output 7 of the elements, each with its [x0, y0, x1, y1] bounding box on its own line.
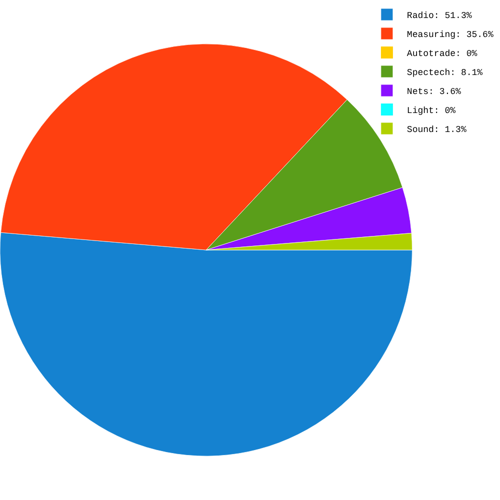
legend-label: Light: 0% [406, 106, 456, 116]
legend-label: Autotrade: 0% [406, 49, 478, 60]
legend-label: Spectech: 8.1% [406, 68, 484, 78]
legend-label: Nets: 3.6% [406, 87, 462, 98]
legend-label: Sound: 1.3% [406, 125, 467, 136]
legend-label: Radio: 51.3% [406, 11, 472, 22]
legend-label: Measuring: 35.6% [406, 30, 494, 40]
